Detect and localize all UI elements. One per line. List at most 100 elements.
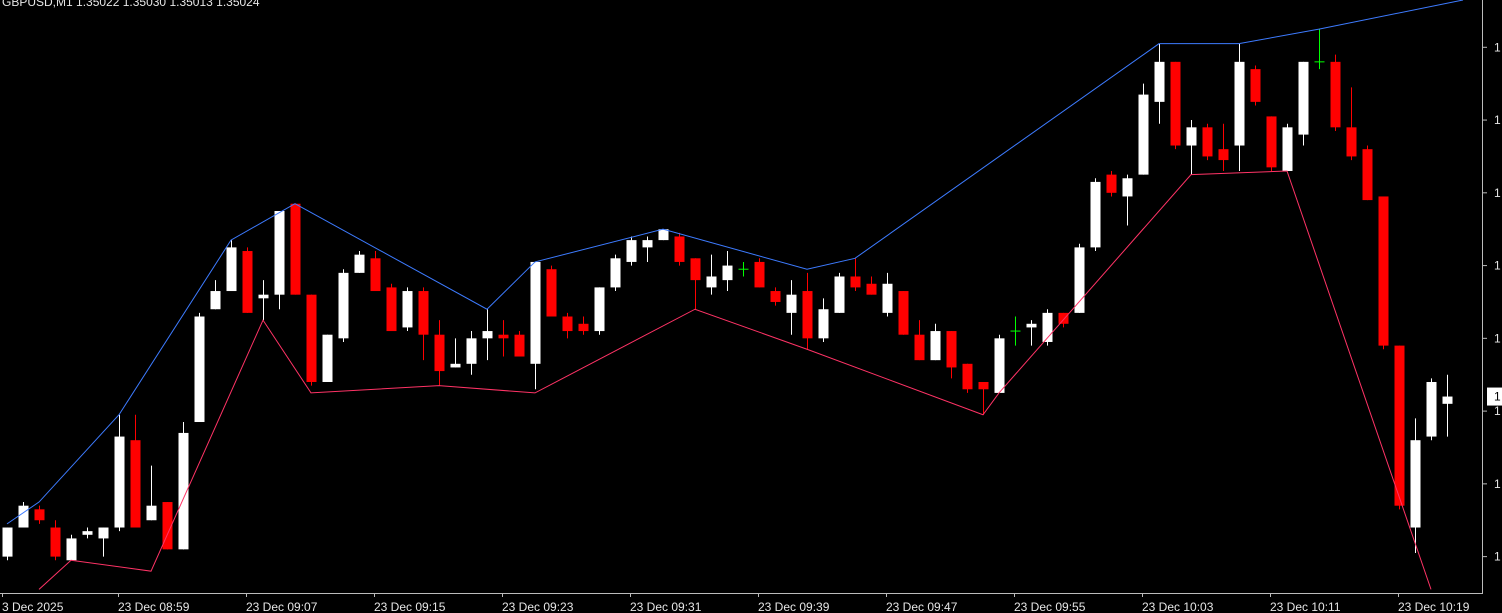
- candle-body: [34, 509, 45, 521]
- candle-body: [642, 240, 653, 248]
- candle-body: [386, 287, 397, 332]
- candle-body: [226, 247, 237, 292]
- candle-body: [482, 331, 493, 339]
- y-tick-label: 1: [1494, 404, 1501, 418]
- candle-body: [1042, 312, 1053, 342]
- candle-body: [866, 283, 877, 295]
- candle-body: [1186, 127, 1197, 146]
- x-tick-label: 23 Dec 09:47: [886, 600, 958, 613]
- candle-body: [658, 229, 669, 241]
- candle-body: [882, 283, 893, 313]
- candle-body: [1154, 61, 1165, 102]
- candle-body: [1442, 396, 1453, 404]
- candle-body: [850, 276, 861, 288]
- x-tick-label: 23 Dec 09:23: [502, 600, 574, 613]
- candle-body: [18, 505, 29, 528]
- candle-body: [370, 258, 381, 292]
- y-tick-label: 1: [1494, 331, 1501, 345]
- candle-body: [914, 334, 925, 361]
- candle-body: [1394, 345, 1405, 506]
- candle-body: [978, 381, 989, 390]
- x-tick-label: 23 Dec 09:31: [630, 600, 702, 613]
- candle-body: [498, 334, 509, 339]
- candle-body: [114, 436, 125, 528]
- candle-body: [306, 294, 317, 382]
- candle-body: [146, 505, 157, 521]
- candle-body: [274, 211, 285, 295]
- y-tick-label: 1: [1494, 113, 1501, 127]
- x-tick-label: 23 Dec 08:59: [118, 600, 190, 613]
- candle-body: [818, 309, 829, 339]
- candle-body: [418, 291, 429, 335]
- x-tick-label: 23 Dec 09:39: [758, 600, 830, 613]
- candle-body: [1138, 94, 1149, 175]
- candle-body: [610, 258, 621, 288]
- candle-body: [2, 527, 13, 557]
- candle-body: [898, 291, 909, 335]
- candle-body: [1330, 61, 1341, 128]
- candle-body: [1346, 127, 1357, 157]
- candle-body: [674, 236, 685, 262]
- candle-body: [1378, 196, 1389, 346]
- candle-body: [578, 323, 589, 332]
- candle-body: [338, 272, 349, 339]
- candle-body: [946, 331, 957, 368]
- x-tick-label: 23 Dec 10:03: [1142, 600, 1214, 613]
- candle-body: [546, 269, 557, 317]
- candle-body: [194, 316, 205, 423]
- candle-body: [354, 254, 365, 273]
- candle-body: [434, 334, 445, 372]
- candle-body: [162, 502, 173, 550]
- candle-body: [1122, 178, 1133, 197]
- candle-body: [1250, 69, 1261, 102]
- candle-body: [1170, 61, 1181, 146]
- candle-body: [1426, 381, 1437, 437]
- x-tick-label: 3 Dec 2025: [2, 600, 64, 613]
- y-tick-label: 1: [1494, 259, 1501, 273]
- chart-title: GBPUSD,M1 1.35022 1.35030 1.35013 1.3502…: [2, 0, 260, 9]
- candle-body: [1058, 312, 1069, 324]
- candle-body: [690, 258, 701, 281]
- candle-body: [930, 331, 941, 361]
- candle-body: [1106, 174, 1117, 193]
- candle-body: [242, 251, 253, 313]
- candle-body: [290, 203, 301, 295]
- candle-body: [322, 334, 333, 382]
- candle-body: [1234, 61, 1245, 146]
- candle-body: [994, 338, 1005, 393]
- price-tag-label: 1: [1494, 390, 1501, 404]
- candle-body: [82, 531, 93, 535]
- y-tick-label: 1: [1494, 550, 1501, 564]
- x-tick-label: 23 Dec 09:07: [246, 600, 318, 613]
- candle-body: [754, 261, 765, 288]
- candle-body: [562, 316, 573, 332]
- y-tick-label: 1: [1494, 186, 1501, 200]
- zigzag-line: [6, 0, 1464, 525]
- candle-body: [210, 291, 221, 310]
- candle-body: [466, 338, 477, 364]
- price-tag: [1487, 387, 1502, 406]
- candle-body: [1026, 323, 1037, 328]
- candle-body: [1090, 181, 1101, 248]
- y-tick-label: 1: [1494, 477, 1501, 491]
- candle-body: [98, 527, 109, 539]
- candle-body: [402, 291, 413, 328]
- candle-body: [450, 363, 461, 368]
- candle-body: [962, 363, 973, 390]
- x-tick-label: 23 Dec 09:15: [374, 600, 446, 613]
- candle-body: [1410, 440, 1421, 528]
- candle-body: [786, 294, 797, 313]
- candle-body: [178, 432, 189, 550]
- candle-body: [1362, 149, 1373, 201]
- candle-body: [626, 240, 637, 262]
- candle-body: [1218, 149, 1229, 161]
- candle-body: [802, 291, 813, 339]
- candle-body: [1266, 116, 1277, 168]
- candle-body: [594, 287, 605, 332]
- candle-body: [770, 291, 781, 302]
- candle-body: [1074, 247, 1085, 313]
- zigzag-line: [38, 170, 1432, 590]
- candle-body: [722, 265, 733, 281]
